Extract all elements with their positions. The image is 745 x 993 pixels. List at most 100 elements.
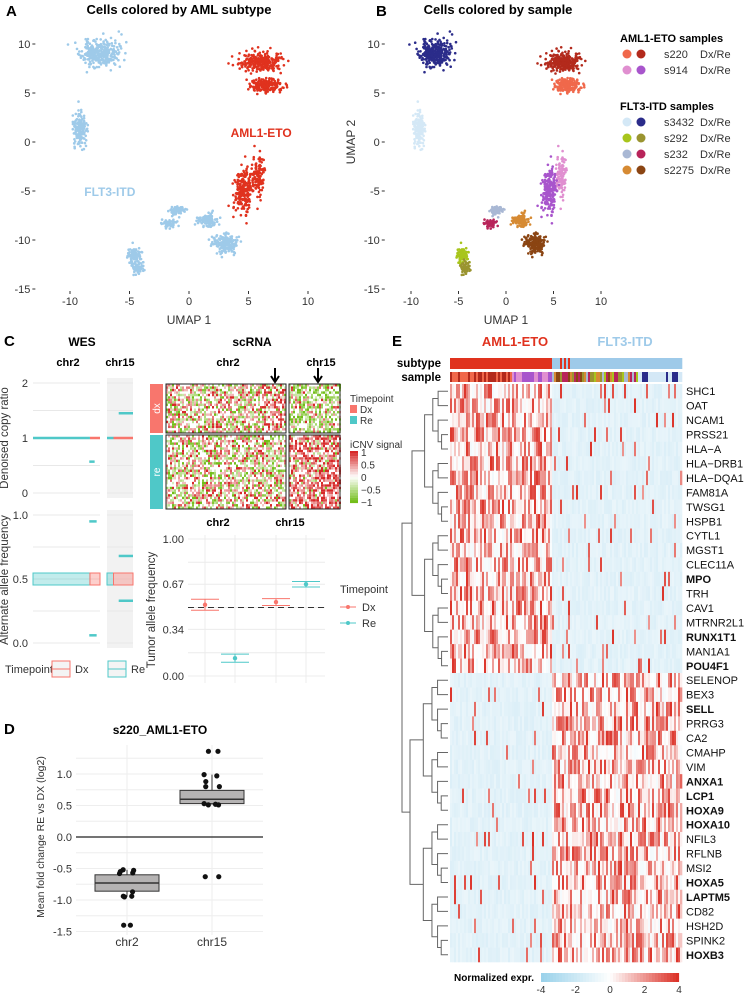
cell-point (143, 268, 146, 272)
cell-point (222, 249, 226, 253)
cell-point (138, 261, 141, 265)
icnv-cell (250, 401, 252, 404)
icnv-cell (168, 391, 170, 394)
icnv-cell (254, 425, 256, 429)
cell-point (264, 89, 267, 92)
icnv-cell (260, 428, 262, 431)
cell-point (419, 130, 423, 133)
panel-letter-D: D (4, 721, 15, 738)
icnv-cell (256, 415, 258, 419)
cell-point (489, 227, 493, 230)
icnv-cell (176, 406, 178, 409)
icnv-cell (323, 401, 325, 404)
cell-point (449, 65, 453, 68)
icnv-cell (242, 391, 244, 394)
icnv-cell (210, 425, 212, 429)
icnv-cell (196, 410, 198, 414)
cell-point (137, 270, 140, 274)
icnv-cell (186, 408, 188, 411)
icnv-cell (293, 418, 295, 421)
icnv-cell (180, 388, 182, 392)
icnv-cell (282, 413, 284, 416)
facet-label: chr2 (56, 357, 79, 369)
icnv-cell (218, 425, 220, 429)
icnv-cell (190, 406, 192, 409)
legend-sample: s232 (664, 149, 688, 161)
icnv-cell (220, 393, 222, 397)
icnv-cell (250, 415, 252, 419)
cell-point (243, 198, 246, 201)
icnv-cell (238, 418, 240, 421)
icnv-cell (266, 386, 268, 389)
icnv-cell (204, 428, 206, 431)
icnv-cell (238, 391, 240, 394)
icnv-cell (192, 428, 194, 431)
icnv-cell (262, 428, 264, 431)
icnv-cell (204, 396, 206, 399)
icnv-cell (240, 410, 242, 414)
icnv-cell (256, 410, 258, 414)
cell-point (240, 173, 243, 176)
cell-point (416, 112, 420, 116)
y-tick-label: 1 (22, 433, 28, 445)
icnv-cell (188, 425, 190, 429)
cell-point (447, 46, 450, 49)
icnv-cell (331, 403, 333, 407)
cell-point (231, 193, 235, 197)
cell-point (202, 216, 205, 219)
legend-timepoint: Dx/Re (700, 165, 731, 177)
icnv-cell (250, 418, 252, 421)
cell-point (251, 47, 254, 50)
icnv-cell (335, 408, 337, 411)
cell-point (280, 56, 283, 60)
icnv-cell (276, 406, 278, 409)
icnv-cell (244, 391, 246, 394)
cell-point (492, 207, 496, 211)
cell-point (244, 190, 248, 193)
icnv-cell (216, 413, 218, 416)
icnv-cell (321, 418, 323, 421)
icnv-cell (309, 388, 311, 392)
cell-point (240, 180, 244, 184)
icnv-cell (170, 420, 172, 424)
icnv-cell (276, 398, 278, 402)
cell-point (525, 239, 528, 243)
icnv-cell (206, 413, 208, 416)
cell-point (239, 240, 243, 243)
icnv-cell (301, 393, 303, 397)
icnv-cell (184, 393, 186, 397)
icnv-cell (230, 398, 232, 402)
icnv-cell (250, 386, 252, 389)
icnv-cell (182, 386, 184, 389)
cell-point (522, 244, 525, 248)
icnv-cell (295, 401, 297, 404)
icnv-cell (238, 420, 240, 424)
icnv-cell (254, 415, 256, 419)
icnv-cell (194, 393, 196, 397)
legend-sample: s3432 (664, 117, 694, 129)
icnv-cell (272, 428, 274, 431)
cell-point (518, 218, 521, 221)
cell-point (539, 55, 542, 58)
icnv-cell (208, 420, 210, 424)
cell-point (548, 192, 552, 196)
icnv-cell (311, 408, 313, 411)
icnv-cell (317, 393, 319, 397)
icnv-cell (214, 391, 216, 394)
y-tick-label: 0.0 (13, 638, 28, 650)
cell-point (253, 144, 256, 148)
cell-point (555, 47, 558, 50)
icnv-cell (327, 420, 329, 424)
icnv-cell (220, 388, 222, 392)
umap-a-plot (32, 30, 309, 294)
cell-point (114, 39, 117, 42)
icnv-cell (295, 391, 297, 394)
icnv-cell (303, 413, 305, 416)
icnv-cell (182, 401, 184, 404)
cell-point (272, 78, 275, 81)
icnv-cell (206, 401, 208, 404)
cell-point (553, 59, 556, 62)
cell-point (245, 198, 249, 201)
cell-point (557, 144, 560, 148)
icnv-cell (317, 415, 319, 419)
